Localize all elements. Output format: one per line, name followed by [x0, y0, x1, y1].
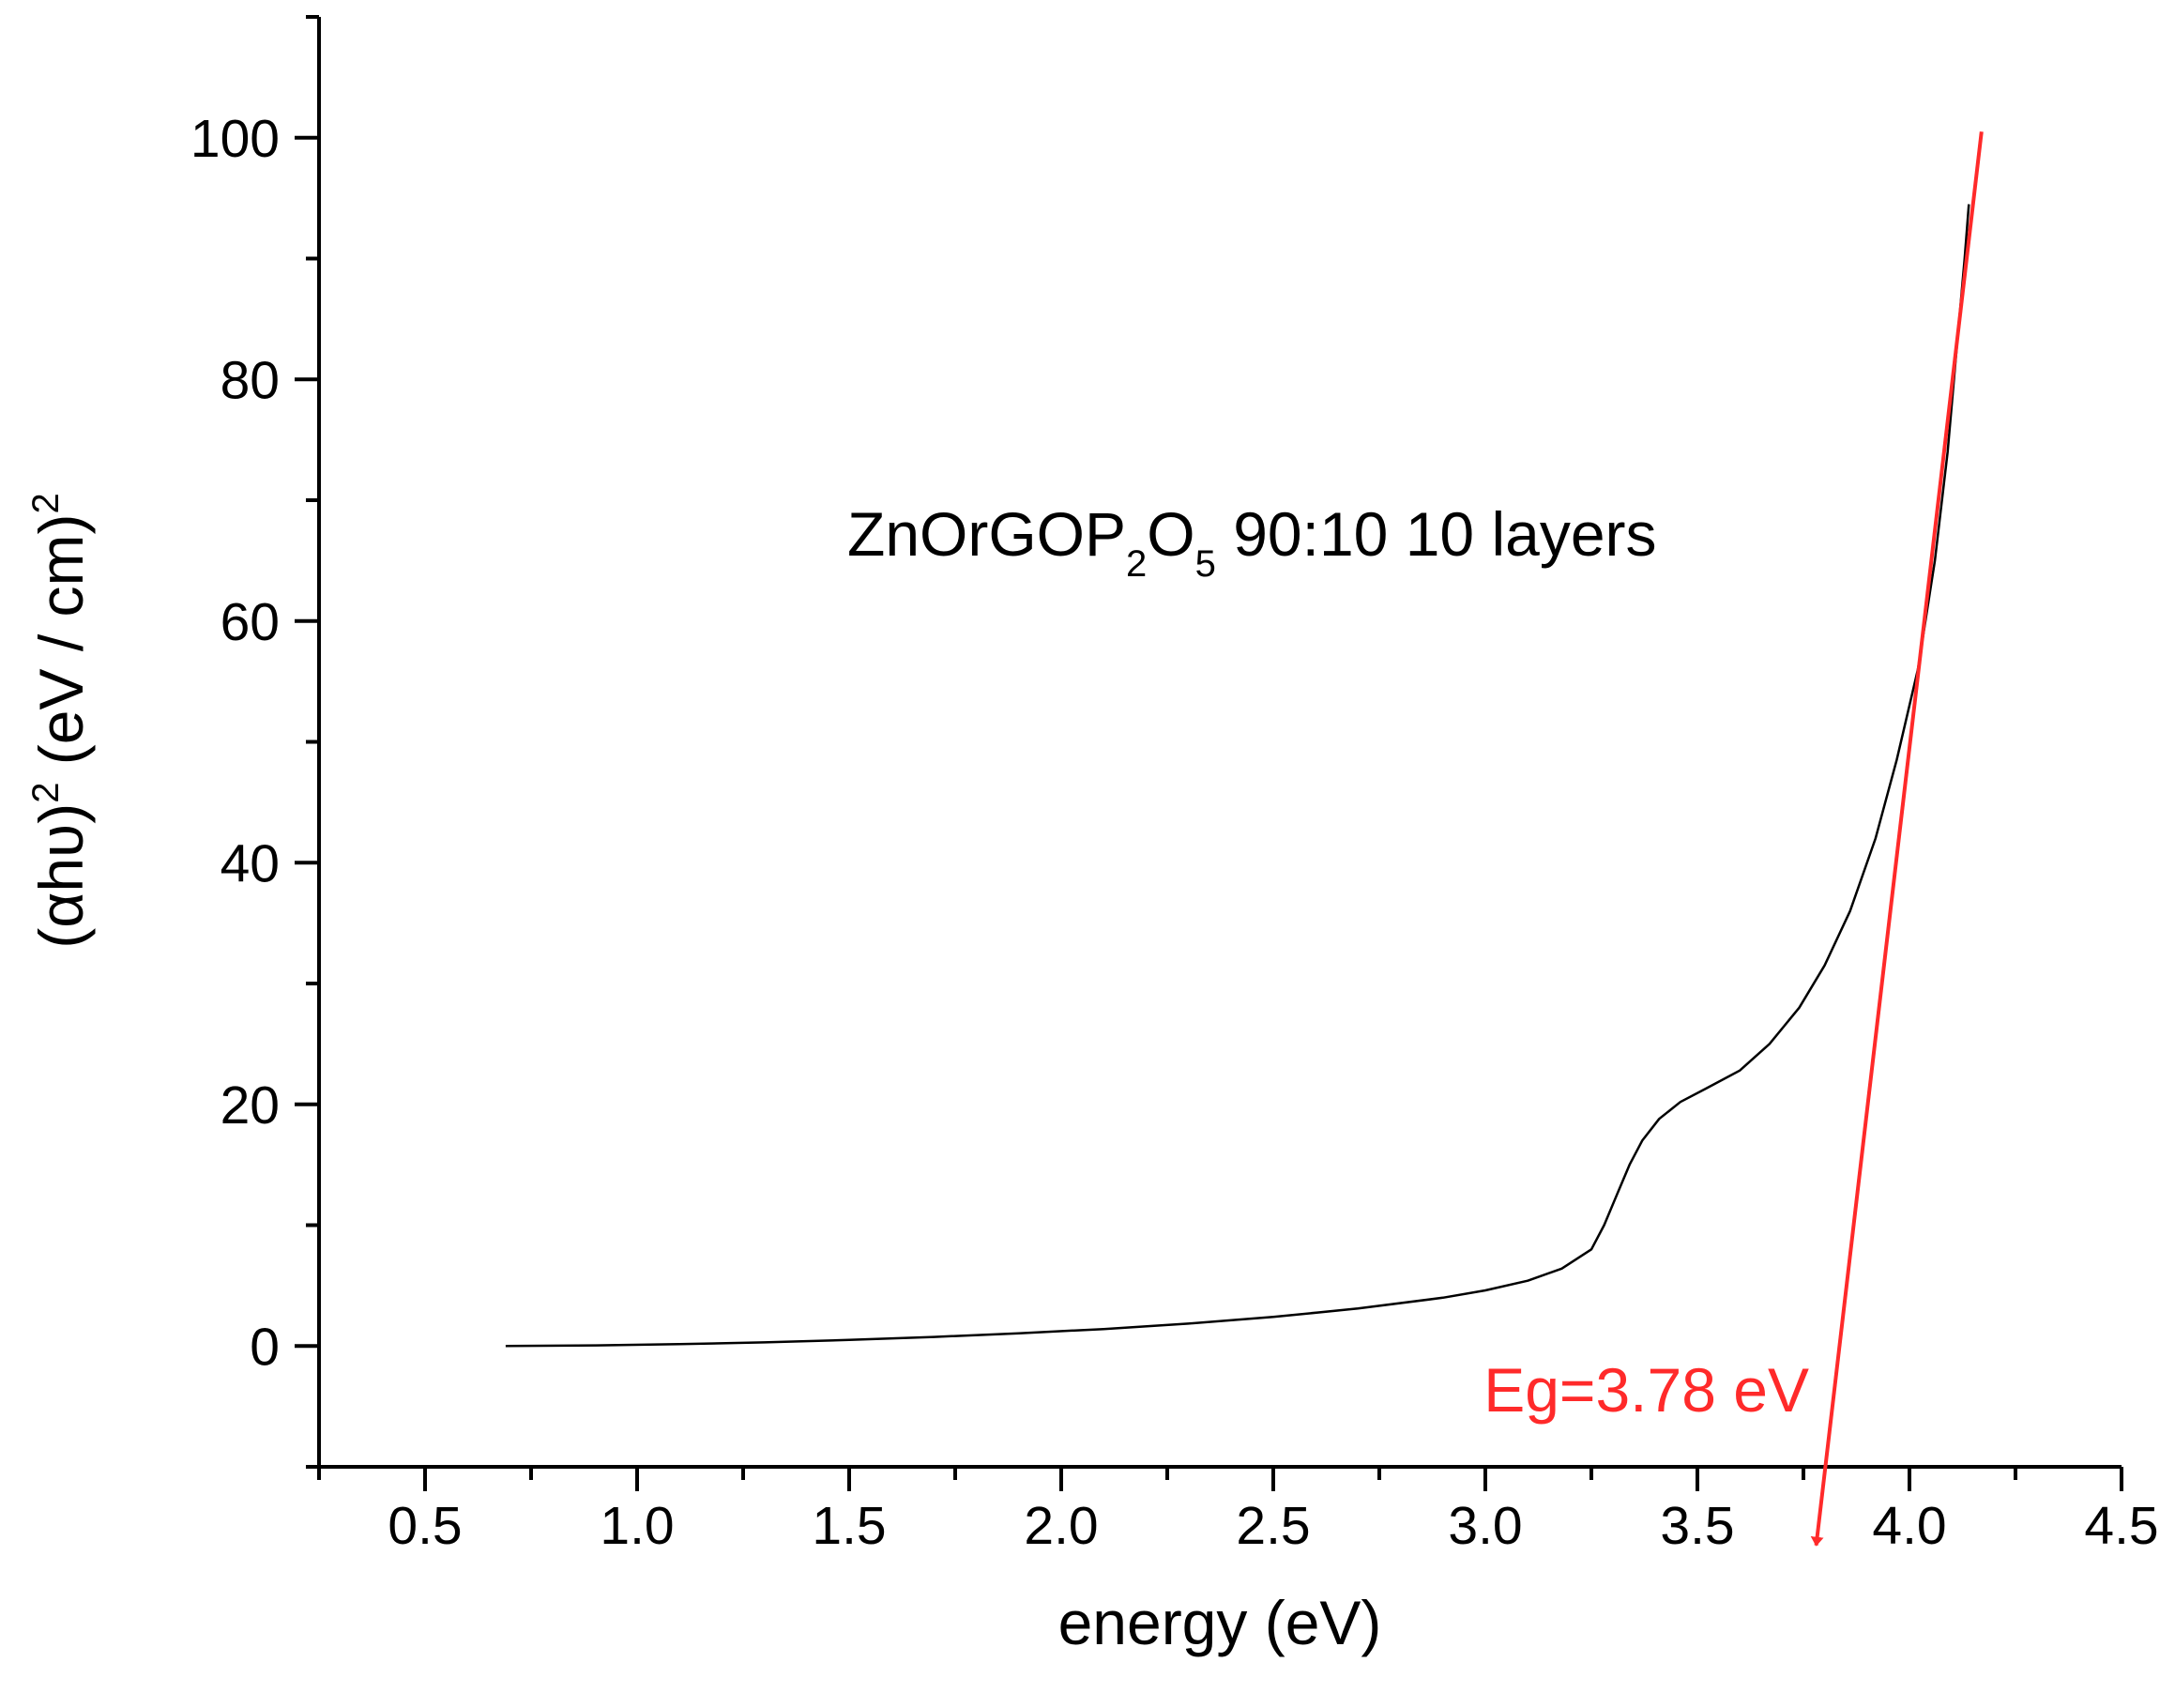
- plot-series: [505, 131, 1984, 1547]
- y-axis-title-prefix: (αhυ): [26, 803, 96, 949]
- y-tick-label: 40: [221, 833, 280, 893]
- y-axis-ticks: 0 20 40 60 80 100: [190, 15, 319, 1469]
- x-tick-label: 0.5: [388, 1496, 462, 1556]
- y-tick-label: 100: [190, 109, 280, 169]
- x-tick-label: 4.0: [1872, 1496, 1946, 1556]
- sample-annotation: ZnOrGOP2O5 90:10 10 layers: [847, 499, 1657, 585]
- x-tick-label: 2.5: [1236, 1496, 1310, 1556]
- linear-fit-arrow: [1810, 131, 1984, 1547]
- annotation-mid: O: [1147, 499, 1194, 569]
- x-tick-label: 4.5: [2084, 1496, 2158, 1556]
- y-axis-title-superscript-2: 2: [25, 493, 67, 513]
- x-tick-label: 3.0: [1448, 1496, 1522, 1556]
- annotation-subscript-1: 2: [1126, 543, 1147, 585]
- y-axis-title-middle: (eV / cm): [26, 514, 96, 783]
- x-axis-ticks: 0.5 1.0 1.5 2.0 2.5 3.0 3.5 4.0 4.5: [317, 1467, 2159, 1556]
- y-axis-title: (αhυ)2 (eV / cm)2: [25, 493, 96, 948]
- x-tick-label: 1.0: [600, 1496, 674, 1556]
- band-gap-label: Eg=3.78 eV: [1483, 1355, 1809, 1425]
- x-tick-label: 1.5: [812, 1496, 886, 1556]
- annotation-subscript-2: 5: [1195, 543, 1216, 585]
- y-tick-label: 60: [221, 592, 280, 652]
- y-tick-label: 0: [250, 1317, 280, 1377]
- x-axis-title: energy (eV): [1058, 1588, 1382, 1657]
- x-tick-label: 3.5: [1660, 1496, 1734, 1556]
- annotation-base: ZnOrGOP: [847, 499, 1126, 569]
- absorption-curve: [505, 204, 1970, 1348]
- annotation-rest: 90:10 10 layers: [1216, 499, 1657, 569]
- y-tick-label: 20: [221, 1075, 280, 1136]
- y-axis-title-superscript-1: 2: [25, 783, 67, 803]
- y-tick-label: 80: [221, 350, 280, 410]
- x-tick-label: 2.0: [1024, 1496, 1098, 1556]
